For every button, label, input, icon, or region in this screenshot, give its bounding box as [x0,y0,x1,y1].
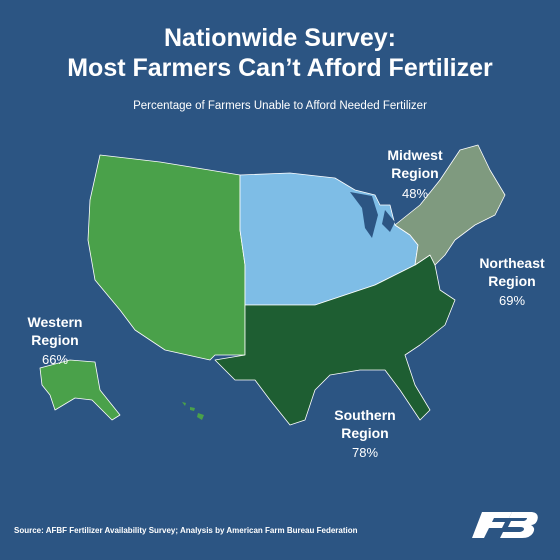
great-lakes [350,192,395,238]
title-line: Most Farmers Can’t Afford Fertilizer [67,54,493,82]
region-name: Region [31,332,78,348]
source: Source: AFBF Fertilizer Availability Sur… [14,526,358,535]
region-name: Midwest [387,147,443,163]
region-percent: 48% [402,186,428,201]
alaska-shape [39,359,121,421]
northeast-label: Northeast Region 69% [479,255,545,308]
western-label: Western Region 66% [28,314,83,367]
logo [472,512,538,538]
us-map [39,144,506,426]
region-percent: 66% [42,352,68,367]
region-name: Region [391,165,438,181]
southern-label: Southern Region 78% [334,407,395,460]
hawaii-shape [182,402,204,420]
region-percent: 78% [352,445,378,460]
region-name: Region [488,273,535,289]
midwest-label: Midwest Region 48% [387,147,443,201]
southern-region-shape [214,254,456,426]
region-name: Southern [334,407,395,423]
region-name: Western [28,314,83,330]
region-percent: 69% [499,293,525,308]
title-line: Nationwide Survey: [164,24,396,52]
northeast-region-shape [394,144,506,266]
subtitle: Percentage of Farmers Unable to Afford N… [133,100,427,112]
region-name: Region [341,425,388,441]
region-name: Northeast [479,255,545,271]
